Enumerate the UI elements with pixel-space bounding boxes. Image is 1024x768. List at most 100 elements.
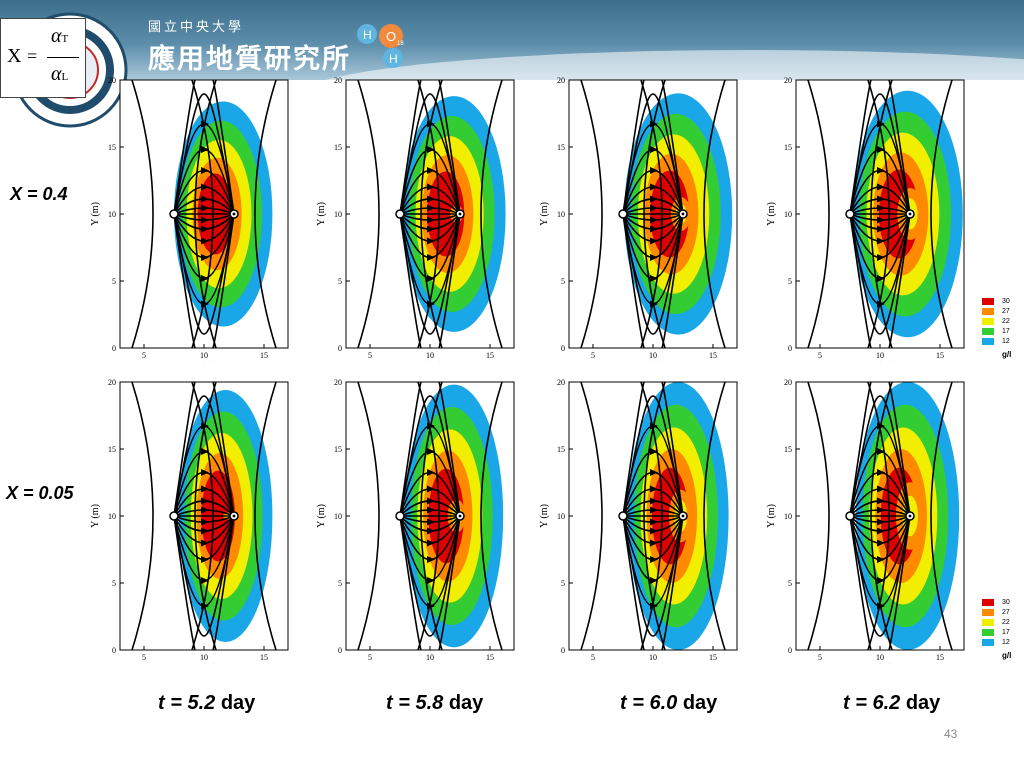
y-tick-label: 0	[788, 646, 792, 655]
x-axis-label: X (m)	[418, 361, 442, 362]
flow-arrow	[877, 539, 885, 547]
flow-arrow	[201, 146, 209, 153]
streamline	[849, 515, 911, 637]
y-tick-label: 15	[334, 143, 342, 152]
flow-arrow	[427, 518, 435, 526]
legend-swatch	[982, 619, 994, 626]
legend-value: 17	[1002, 328, 1010, 335]
x-tick-label: 10	[876, 653, 884, 662]
x-tick-label: 10	[200, 351, 208, 360]
y-tick-label: 15	[784, 143, 792, 152]
flow-arrow	[201, 204, 209, 212]
y-tick-label: 0	[788, 344, 792, 353]
streamline	[622, 213, 684, 335]
streamline	[399, 515, 461, 637]
extraction-well-dot	[908, 212, 912, 216]
flow-arrow	[427, 120, 435, 128]
x-tick-label: 10	[649, 653, 657, 662]
flow-arrow	[650, 275, 658, 282]
legend-swatch	[982, 639, 994, 646]
x-axis-label: X (m)	[868, 361, 892, 362]
streamline	[173, 395, 235, 517]
x-axis-label: X (m)	[418, 663, 442, 664]
streamline	[399, 382, 461, 517]
extraction-well-dot	[681, 212, 685, 216]
legend-value: 27	[1002, 609, 1010, 616]
flow-arrow	[650, 225, 658, 233]
legend-swatch	[982, 318, 994, 325]
y-tick-label: 10	[557, 512, 565, 521]
x-tick-label: 15	[709, 351, 717, 360]
contour-panel: 5 10 15 0 5 10 15 20 X (m) Y (m)	[316, 378, 515, 664]
flow-arrow	[427, 183, 435, 191]
injection-well-icon	[395, 511, 405, 521]
streamline	[580, 382, 603, 650]
flow-arrow	[201, 577, 209, 584]
streamline	[480, 382, 503, 650]
extraction-well-dot	[232, 212, 236, 216]
y-tick-label: 15	[108, 143, 116, 152]
streamline	[173, 515, 235, 637]
y-tick-label: 10	[334, 512, 342, 521]
flow-arrow	[650, 539, 658, 547]
flow-arrow	[201, 195, 209, 203]
x-tick-label: 5	[368, 653, 372, 662]
formula-lhs: X	[7, 45, 22, 67]
flow-arrow	[427, 556, 435, 563]
flow-arrow	[650, 518, 658, 526]
header-band	[0, 0, 1024, 80]
flow-arrow	[877, 506, 885, 514]
flow-arrow	[427, 204, 435, 212]
streamline	[399, 515, 461, 650]
flow-arrow	[877, 204, 885, 212]
flow-arrow	[877, 602, 885, 610]
flow-arrow	[650, 195, 658, 203]
flow-arrow	[427, 275, 435, 282]
flow-arrow	[201, 300, 209, 308]
y-tick-label: 0	[112, 344, 116, 353]
formula-fraction-bar	[47, 57, 79, 58]
molecule-h1: H	[363, 28, 372, 42]
flow-arrow	[427, 254, 435, 261]
x-tick-label: 5	[591, 653, 595, 662]
streamline	[480, 80, 503, 348]
flow-arrows	[201, 120, 209, 308]
x-tick-label: 5	[368, 351, 372, 360]
flow-arrow	[201, 539, 209, 547]
legend-value: 27	[1002, 308, 1010, 315]
legend-swatch	[982, 328, 994, 335]
streamline	[703, 80, 726, 348]
streamline	[622, 213, 684, 348]
y-tick-label: 0	[338, 344, 342, 353]
molecule-o: O	[386, 29, 396, 44]
color-legend-top: 30 27 22 17 12 g/l	[982, 298, 1018, 362]
x-tick-label: 15	[936, 351, 944, 360]
time-label-5-8: t = 5.8 day	[386, 692, 484, 714]
streamline	[357, 80, 380, 348]
flow-arrow	[201, 216, 209, 224]
streamline	[849, 213, 911, 335]
injection-well-icon	[845, 511, 855, 521]
legend-value: 12	[1002, 338, 1010, 345]
y-tick-label: 15	[557, 445, 565, 454]
flow-arrows	[877, 422, 885, 610]
institution-text: 國立中央大學 應用地質研究所	[148, 16, 351, 76]
legend-value: 17	[1002, 629, 1010, 636]
streamline	[807, 382, 830, 650]
contour-panel: 5 10 15 0 5 10 15 20 X (m) Y (m)	[539, 378, 738, 664]
y-tick-label: 15	[108, 445, 116, 454]
y-tick-label: 20	[784, 378, 792, 387]
streamline	[399, 395, 461, 517]
contour-panel: 5 10 15 0 5 10 15 20 X (m) Y (m)	[766, 76, 965, 362]
time-label-6-2: t = 6.2 day	[843, 692, 941, 714]
y-tick-label: 20	[108, 76, 116, 85]
y-tick-label: 10	[557, 210, 565, 219]
legend-value: 30	[1002, 298, 1010, 305]
flow-arrow	[201, 225, 209, 233]
y-tick-label: 15	[557, 143, 565, 152]
flow-arrows	[650, 120, 658, 308]
streamline	[622, 395, 684, 517]
page-number: 43	[944, 727, 958, 741]
flow-arrow	[427, 225, 435, 233]
flow-arrow	[877, 518, 885, 526]
